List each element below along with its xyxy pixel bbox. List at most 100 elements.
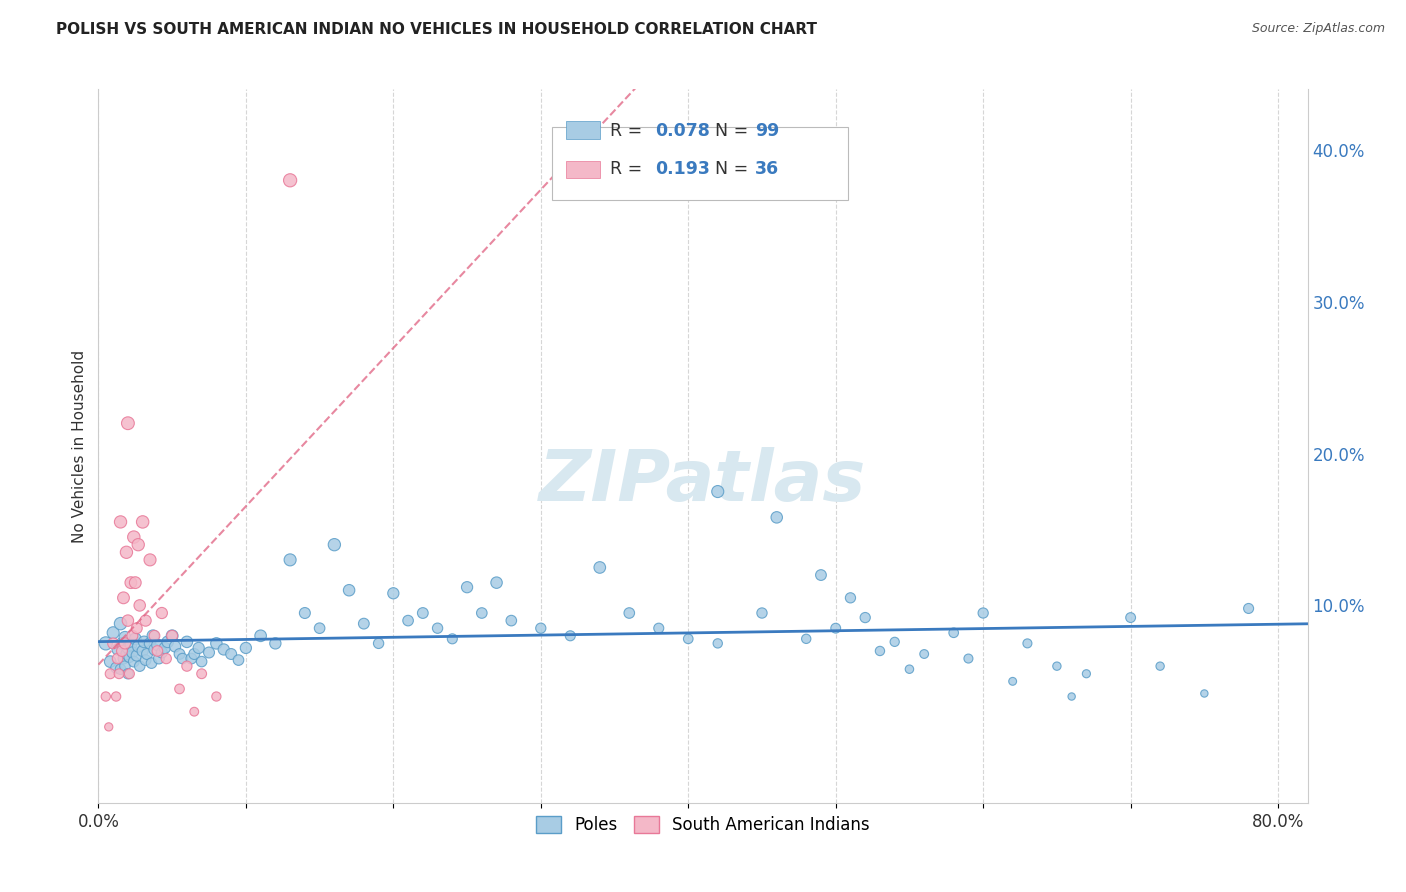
Point [107, 651, 129, 665]
Point [115, 647, 138, 661]
Point [98, 666, 121, 681]
Point [131, 644, 153, 658]
Point [120, 638, 142, 652]
Point [122, 655, 145, 669]
Point [135, 614, 157, 628]
Point [160, 629, 183, 643]
Point [114, 659, 136, 673]
Point [323, 538, 346, 552]
Point [1060, 690, 1083, 704]
Point [146, 638, 169, 652]
Point [180, 651, 202, 665]
Point [228, 653, 250, 667]
Point [589, 560, 612, 574]
Point [101, 625, 124, 640]
Point [94, 636, 117, 650]
Point [125, 648, 148, 663]
Point [972, 606, 994, 620]
Point [134, 635, 156, 649]
Point [456, 580, 478, 594]
Point [127, 538, 149, 552]
Point [471, 606, 494, 620]
Text: R =: R = [610, 121, 643, 139]
Point [169, 681, 191, 696]
Point [264, 636, 287, 650]
Text: Source: ZipAtlas.com: Source: ZipAtlas.com [1251, 22, 1385, 36]
Text: 0.193: 0.193 [655, 161, 710, 178]
Point [120, 575, 142, 590]
Point [308, 621, 330, 635]
Point [1076, 666, 1098, 681]
Point [169, 647, 191, 661]
Point [396, 614, 419, 628]
Point [530, 621, 553, 635]
Point [853, 610, 876, 624]
Point [249, 629, 271, 643]
Point [153, 640, 176, 655]
Point [353, 616, 375, 631]
Point [1017, 636, 1039, 650]
Point [1119, 610, 1142, 624]
Text: ZIPatlas: ZIPatlas [540, 447, 866, 516]
Point [121, 629, 143, 643]
Point [117, 614, 139, 628]
Point [146, 644, 169, 658]
Point [898, 662, 921, 676]
Point [278, 553, 301, 567]
Point [107, 642, 129, 657]
Point [160, 629, 183, 643]
Point [706, 484, 728, 499]
Point [183, 705, 205, 719]
Point [118, 666, 141, 681]
Point [117, 416, 139, 430]
Point [190, 666, 212, 681]
Point [706, 636, 728, 650]
Point [751, 606, 773, 620]
Point [94, 690, 117, 704]
Point [219, 647, 242, 661]
Point [155, 651, 177, 665]
Point [187, 640, 209, 655]
Point [124, 632, 146, 646]
Point [114, 636, 136, 650]
Point [139, 553, 162, 567]
Point [114, 630, 136, 644]
Point [883, 635, 905, 649]
Point [101, 636, 124, 650]
Point [198, 645, 221, 659]
Point [485, 575, 508, 590]
Point [190, 655, 212, 669]
Point [150, 645, 173, 659]
Point [124, 575, 146, 590]
Point [942, 625, 965, 640]
Point [128, 659, 150, 673]
Point [172, 651, 194, 665]
Point [150, 606, 173, 620]
Point [97, 720, 120, 734]
Point [111, 636, 134, 650]
Point [141, 656, 163, 670]
Point [156, 635, 179, 649]
Point [278, 173, 301, 187]
Point [110, 515, 132, 529]
Point [810, 568, 832, 582]
Point [1237, 601, 1260, 615]
Point [824, 621, 846, 635]
Text: 99: 99 [755, 121, 779, 139]
Point [105, 690, 128, 704]
Text: 0.078: 0.078 [655, 121, 710, 139]
Point [560, 629, 582, 643]
Point [619, 606, 641, 620]
Point [131, 515, 153, 529]
Point [118, 650, 141, 665]
Point [367, 636, 389, 650]
Point [139, 636, 162, 650]
Text: 36: 36 [755, 161, 779, 178]
Point [176, 659, 198, 673]
Y-axis label: No Vehicles in Household: No Vehicles in Household [72, 350, 87, 542]
Point [678, 632, 700, 646]
Point [1194, 686, 1216, 700]
Point [110, 662, 132, 676]
Point [294, 606, 316, 620]
Point [121, 645, 143, 659]
